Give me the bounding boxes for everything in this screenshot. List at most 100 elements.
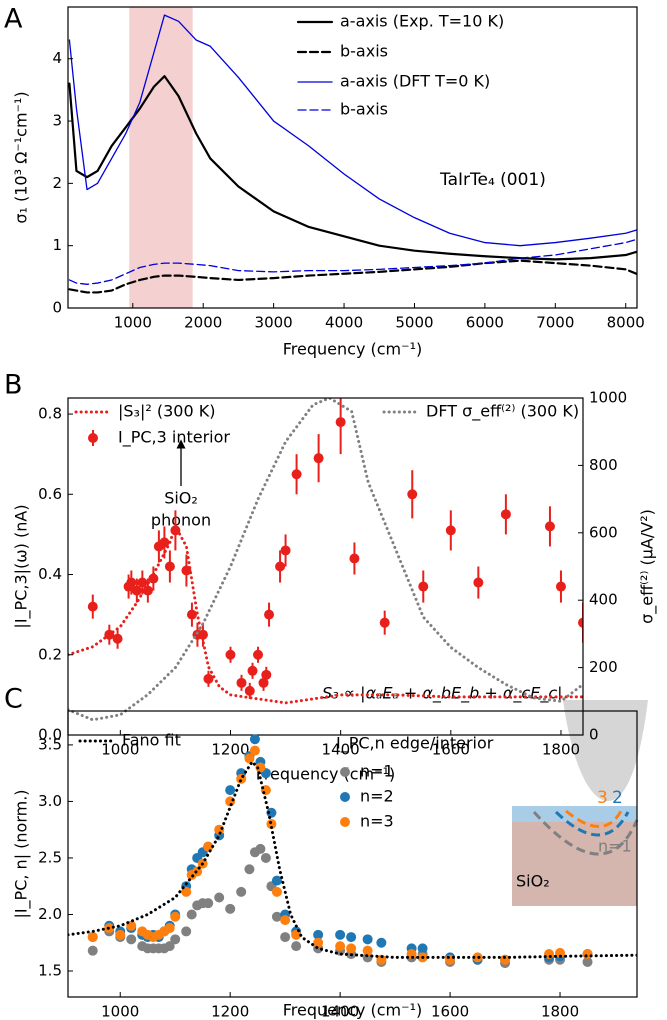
legend-label: Fano fit [122,731,181,750]
inset-arc [554,810,630,837]
data-point [225,649,236,660]
y-tick-label: 0.6 [38,485,62,503]
y-tick-label: 0 [52,299,62,317]
y-axis-label: |I_PC, n| (norm.) [12,789,32,918]
data-point [244,685,255,696]
scatter-point [115,929,126,940]
annotation: TaIrTe₄ (001) [439,170,546,190]
scatter-point [170,911,181,922]
x-tick-label: 2000 [184,314,222,332]
scatter-point [236,773,247,784]
data-point [170,525,181,536]
legend-label: n=1 [360,762,394,781]
x-axis-label: Frequency (cm⁻¹) [283,340,422,359]
data-point [280,545,291,556]
x-axis-label: Frequency (cm⁻¹) [283,1001,422,1020]
data-point [197,629,208,640]
legend-marker [340,767,350,777]
x-axis-label: Frequency (cm⁻¹) [256,765,395,784]
scatter-point [417,943,428,954]
data-point [126,577,137,588]
y2-tick-label: 0 [589,726,599,744]
scatter-point [225,903,236,914]
scatter-point [335,941,346,952]
x-tick-label: 7000 [536,314,574,332]
y-tick-label: 2.0 [38,905,62,923]
x-tick-label: 1000 [114,314,152,332]
legend-marker [340,792,350,802]
y-tick-label: 3.5 [38,735,62,753]
data-point [500,509,511,520]
scatter-point [164,923,175,934]
line-series [68,760,637,959]
data-point [131,585,142,596]
scatter-point [244,864,255,875]
x-tick-label: 3000 [255,314,293,332]
scatter-point [406,949,417,960]
legend-label: I_PC,3 interior [118,428,230,448]
plot-area [68,398,583,722]
y-tick-label: 3 [52,112,62,130]
scatter-point [582,949,593,960]
data-point [313,453,324,464]
y-axis-label: |I_PC,3|(ω) (nA) [12,504,32,628]
data-point [544,521,555,532]
scatter-point [582,956,593,967]
y-axis-label: σ₁ (10³ Ω⁻¹cm⁻¹) [12,91,31,223]
inset-label: SiO₂ [516,872,550,891]
data-point [335,417,346,428]
legend-title: I_PC,n edge/interior [336,734,494,754]
inset-label: 2 [612,788,623,808]
panel: 1000 1200 1400 1600 1800 1.5 2.0 2.5 3.0 3.5 Frequ… [12,710,638,1020]
data-point [137,577,148,588]
scatter-point [313,937,324,948]
y2-tick-label: 1000 [589,389,627,407]
inset-layer [512,806,637,822]
scatter-point [255,762,266,773]
scatter-point [255,843,266,854]
formula: S₃ ∝ |αₐEₐ + α_bE_b + α_cE_c| [322,684,563,704]
line-series [68,524,583,705]
scatter-point [249,734,260,745]
annotation: phonon [151,511,211,530]
shaded-region [129,7,193,308]
scatter-point [291,941,302,952]
scatter-point [271,911,282,922]
axes-frame [67,397,584,736]
y-tick-label: 1 [52,236,62,254]
y-tick-label: 2.5 [38,848,62,866]
legend-label: DFT σ_eff⁽²⁾ (300 K) [426,402,579,422]
scatter-point [280,932,291,943]
plot-area [68,734,637,969]
scatter-point [280,915,291,926]
panel: 1000 2000 3000 4000 5000 6000 7000 8000 0 1 2 3 4 Fre… [12,6,645,359]
x-tick-label: 1600 [431,1003,469,1020]
x-tick-label: 1000 [101,1003,139,1020]
scatter-point [346,943,357,954]
inset-tip [563,700,648,801]
legend-label: b-axis [340,100,388,119]
x-tick-label: 1800 [541,1003,579,1020]
annotation: SiO₂ [164,489,198,508]
x-tick-label: 1600 [432,741,470,759]
x-tick-label: 1400 [321,1003,359,1020]
scatter-point [266,807,277,818]
legend-label: a-axis (DFT T=0 K) [340,72,490,91]
y2-tick-label: 800 [589,456,618,474]
scatter-point [249,745,260,756]
scatter-point [87,945,98,956]
data-point [247,665,258,676]
scatter-point [500,954,511,965]
inset-arc [565,809,623,828]
inset-substrate [512,822,637,906]
scatter-point [186,909,197,920]
legend-marker [340,817,350,827]
scatter-point [203,898,214,909]
data-point [142,585,153,596]
line-series [68,238,637,285]
x-tick-label: 4000 [325,314,363,332]
y2-tick-label: 600 [589,523,618,541]
data-point [349,553,360,564]
